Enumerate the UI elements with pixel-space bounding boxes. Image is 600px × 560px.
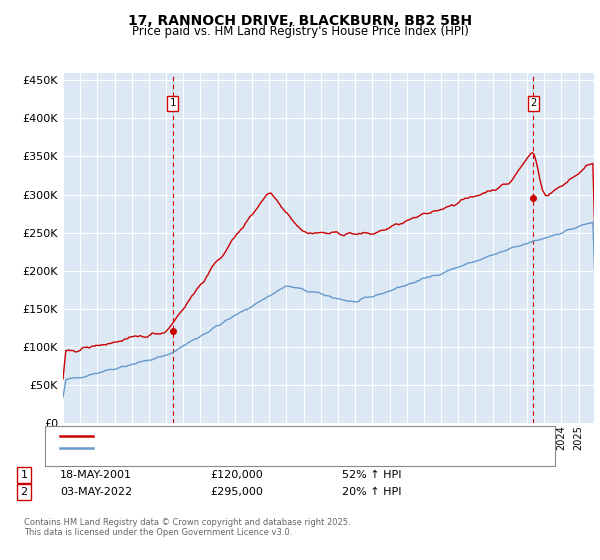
Text: 18-MAY-2001: 18-MAY-2001 <box>60 470 132 480</box>
Text: HPI: Average price, detached house, Blackburn with Darwen: HPI: Average price, detached house, Blac… <box>99 443 413 453</box>
Text: 17, RANNOCH DRIVE, BLACKBURN, BB2 5BH: 17, RANNOCH DRIVE, BLACKBURN, BB2 5BH <box>128 14 472 28</box>
Text: 1: 1 <box>20 470 28 480</box>
Text: 52% ↑ HPI: 52% ↑ HPI <box>342 470 401 480</box>
Text: Price paid vs. HM Land Registry's House Price Index (HPI): Price paid vs. HM Land Registry's House … <box>131 25 469 38</box>
Text: 17, RANNOCH DRIVE, BLACKBURN, BB2 5BH (detached house): 17, RANNOCH DRIVE, BLACKBURN, BB2 5BH (d… <box>99 431 424 441</box>
Text: 2: 2 <box>20 487 28 497</box>
Text: Contains HM Land Registry data © Crown copyright and database right 2025.
This d: Contains HM Land Registry data © Crown c… <box>24 518 350 538</box>
Text: £295,000: £295,000 <box>210 487 263 497</box>
Text: 1: 1 <box>169 98 176 108</box>
Text: 20% ↑ HPI: 20% ↑ HPI <box>342 487 401 497</box>
Text: 03-MAY-2022: 03-MAY-2022 <box>60 487 132 497</box>
Text: £120,000: £120,000 <box>210 470 263 480</box>
Text: 2: 2 <box>530 98 536 108</box>
